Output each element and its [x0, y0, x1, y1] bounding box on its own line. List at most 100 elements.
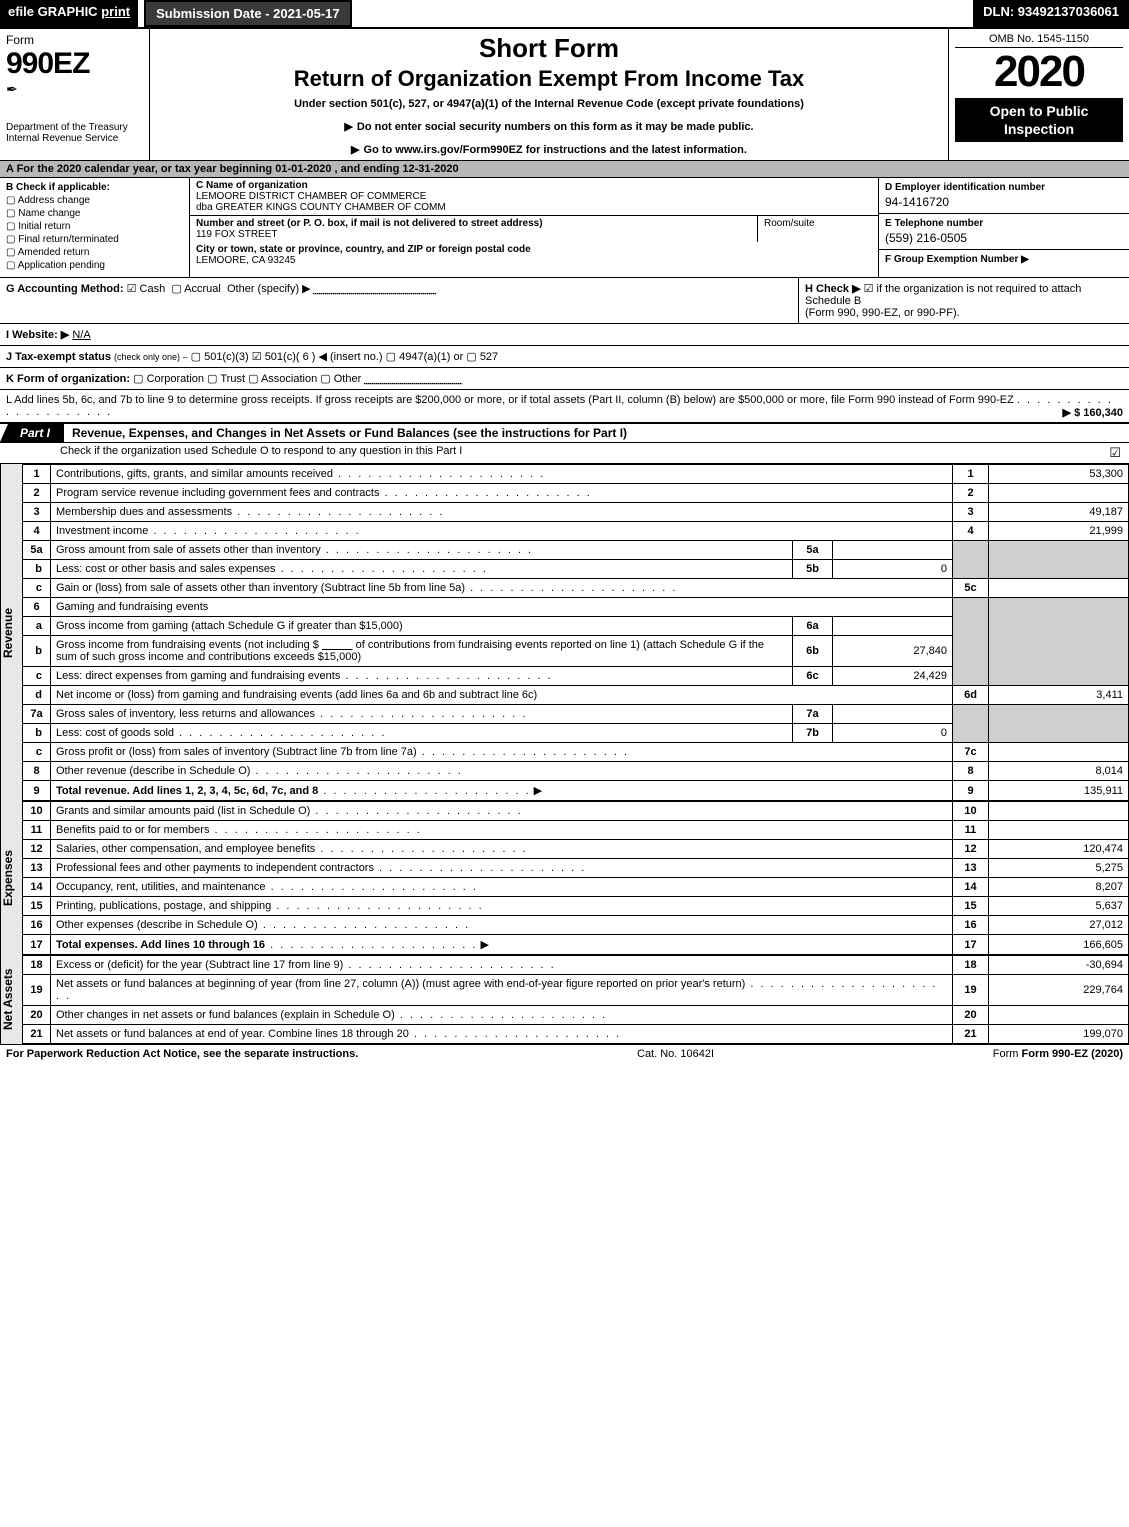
efile-text: efile GRAPHIC [8, 4, 98, 19]
net-assets-table: 18 Excess or (deficit) for the year (Sub… [22, 955, 1129, 1044]
city-value: LEMOORE, CA 93245 [196, 255, 872, 266]
h-text2: (Form 990, 990-EZ, or 990-PF). [805, 307, 960, 319]
street-label: Number and street (or P. O. box, if mail… [196, 218, 751, 229]
part-1-subtext: Check if the organization used Schedule … [0, 443, 1129, 464]
line-4: 4 Investment income 4 21,999 [23, 522, 1129, 541]
line-5c: c Gain or (loss) from sale of assets oth… [23, 579, 1129, 598]
line-6: 6 Gaming and fundraising events [23, 598, 1129, 617]
c-name-label: C Name of organization [196, 180, 872, 191]
line-19: 19 Net assets or fund balances at beginn… [23, 975, 1129, 1006]
cb-final-return[interactable]: Final return/terminated [6, 234, 183, 245]
section-e-phone: E Telephone number (559) 216-0505 [879, 214, 1129, 250]
revenue-section: Revenue 1 Contributions, gifts, grants, … [0, 464, 1129, 801]
footer-right: Form Form 990-EZ (2020) [993, 1048, 1123, 1060]
page-footer: For Paperwork Reduction Act Notice, see … [0, 1044, 1129, 1063]
line-17: 17 Total expenses. Add lines 10 through … [23, 935, 1129, 955]
line-15: 15 Printing, publications, postage, and … [23, 897, 1129, 916]
line-7c: c Gross profit or (loss) from sales of i… [23, 743, 1129, 762]
line-21: 21 Net assets or fund balances at end of… [23, 1025, 1129, 1044]
line-2: 2 Program service revenue including gove… [23, 484, 1129, 503]
section-k-form-org: K Form of organization: Corporation Trus… [0, 368, 1129, 390]
tax-year: 2020 [955, 50, 1123, 94]
footer-left: For Paperwork Reduction Act Notice, see … [6, 1048, 358, 1060]
g-label: G Accounting Method: [6, 283, 124, 295]
k-other-blank[interactable]: ________________ [364, 373, 462, 385]
org-name: LEMOORE DISTRICT CHAMBER OF COMMERCE [196, 191, 872, 202]
section-g-accounting: G Accounting Method: Cash Accrual Other … [0, 278, 799, 323]
line-13: 13 Professional fees and other payments … [23, 859, 1129, 878]
form-number: 990EZ [6, 47, 143, 81]
j-501c3[interactable]: 501(c)(3) [191, 351, 249, 363]
g-other-blank[interactable]: ____________________ [314, 283, 436, 295]
open-to-public: Open to Public Inspection [955, 98, 1123, 142]
city-row: City or town, state or province, country… [190, 242, 878, 268]
k-trust[interactable]: Trust [207, 373, 245, 385]
h-label: H Check ▶ [805, 283, 861, 295]
topbar-spacer [352, 0, 973, 27]
i-label: I Website: ▶ [6, 329, 69, 341]
part-1-checkbox[interactable]: ☑ [1109, 445, 1121, 461]
cb-application-pending[interactable]: Application pending [6, 260, 183, 271]
section-g-h: G Accounting Method: Cash Accrual Other … [0, 278, 1129, 324]
cb-amended-return[interactable]: Amended return [6, 247, 183, 258]
expenses-side-label: Expenses [0, 801, 22, 955]
section-i-website: I Website: ▶ N/A [0, 324, 1129, 346]
cb-address-change[interactable]: Address change [6, 195, 183, 206]
section-def: D Employer identification number 94-1416… [879, 178, 1129, 277]
f-label: F Group Exemption Number ▶ [885, 254, 1029, 265]
form-header: Form 990EZ ✒ Department of the Treasury … [0, 29, 1129, 161]
top-bar: efile GRAPHIC print Submission Date - 20… [0, 0, 1129, 29]
d-label: D Employer identification number [885, 182, 1045, 193]
cb-initial-return[interactable]: Initial return [6, 221, 183, 232]
form-word: Form [6, 33, 143, 47]
section-b-label: B Check if applicable: [6, 182, 183, 193]
i-value: N/A [72, 329, 90, 341]
j-501c[interactable]: 501(c)( 6 ) ◀ (insert no.) [252, 351, 383, 363]
street-value: 119 FOX STREET [196, 229, 751, 240]
j-label: J Tax-exempt status [6, 351, 111, 363]
revenue-table: 1 Contributions, gifts, grants, and simi… [22, 464, 1129, 801]
print-link[interactable]: print [101, 4, 130, 19]
net-assets-section: Net Assets 18 Excess or (deficit) for th… [0, 955, 1129, 1044]
revenue-side-label: Revenue [0, 464, 22, 801]
l-amount: ▶ $ 160,340 [1063, 406, 1123, 419]
row-a-tax-year: A For the 2020 calendar year, or tax yea… [0, 161, 1129, 178]
cb-name-change[interactable]: Name change [6, 208, 183, 219]
d-value: 94-1416720 [885, 195, 1123, 209]
line-8: 8 Other revenue (describe in Schedule O)… [23, 762, 1129, 781]
line-12: 12 Salaries, other compensation, and emp… [23, 840, 1129, 859]
instructions-link[interactable]: Go to www.irs.gov/Form990EZ for instruct… [156, 143, 942, 156]
line-5a: 5a Gross amount from sale of assets othe… [23, 541, 1129, 560]
g-accrual[interactable]: Accrual [171, 283, 221, 295]
line-18: 18 Excess or (deficit) for the year (Sub… [23, 956, 1129, 975]
k-other[interactable]: Other [320, 373, 361, 385]
room-suite-label: Room/suite [758, 216, 878, 242]
year-box: OMB No. 1545-1150 2020 Open to Public In… [949, 29, 1129, 160]
j-527[interactable]: 527 [466, 351, 498, 363]
k-corporation[interactable]: Corporation [133, 373, 204, 385]
city-label: City or town, state or province, country… [196, 244, 872, 255]
section-l-gross-receipts: L Add lines 5b, 6c, and 7b to line 9 to … [0, 390, 1129, 423]
k-association[interactable]: Association [248, 373, 317, 385]
j-note: (check only one) – [114, 352, 188, 362]
expenses-section: Expenses 10 Grants and similar amounts p… [0, 801, 1129, 955]
irs-label: Internal Revenue Service [6, 133, 143, 144]
expenses-table: 10 Grants and similar amounts paid (list… [22, 801, 1129, 955]
line-9: 9 Total revenue. Add lines 1, 2, 3, 4, 5… [23, 781, 1129, 801]
j-4947[interactable]: 4947(a)(1) or [386, 351, 464, 363]
efile-graphic-label: efile GRAPHIC print [0, 0, 138, 27]
k-label: K Form of organization: [6, 373, 130, 385]
e-value: (559) 216-0505 [885, 231, 1123, 245]
org-dba: dba GREATER KINGS COUNTY CHAMBER OF COMM [196, 202, 872, 213]
main-title: Return of Organization Exempt From Incom… [156, 66, 942, 92]
org-name-row: C Name of organization LEMOORE DISTRICT … [190, 178, 878, 216]
section-b-checkboxes: B Check if applicable: Address change Na… [0, 178, 190, 277]
dln-label: DLN: 93492137036061 [973, 0, 1129, 27]
short-form-title: Short Form [156, 33, 942, 64]
section-c-name-address: C Name of organization LEMOORE DISTRICT … [190, 178, 879, 277]
g-cash[interactable]: Cash [127, 283, 166, 295]
h-checkbox[interactable] [864, 283, 877, 295]
line-6d: d Net income or (loss) from gaming and f… [23, 686, 1129, 705]
line-20: 20 Other changes in net assets or fund b… [23, 1006, 1129, 1025]
line-11: 11 Benefits paid to or for members 11 [23, 821, 1129, 840]
